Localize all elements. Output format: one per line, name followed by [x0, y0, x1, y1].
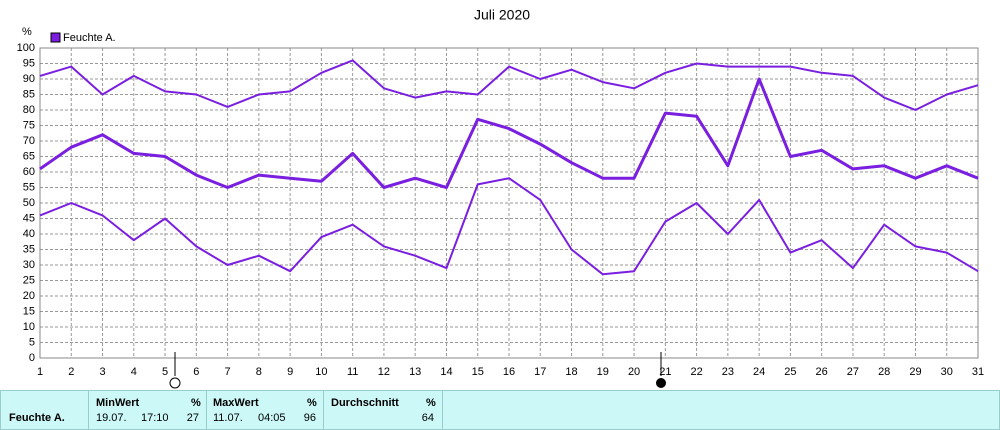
x-tick-label: 31: [972, 366, 984, 378]
marker-open: [169, 377, 181, 389]
col-unit: %: [426, 397, 436, 409]
x-tick-label: 13: [409, 366, 421, 378]
date: 19.07.: [96, 412, 127, 424]
separator: [323, 391, 324, 429]
row-label: Feuchte A.: [9, 412, 65, 424]
x-tick-label: 23: [722, 366, 734, 378]
x-tick-label: 19: [597, 366, 609, 378]
y-tick-label: 70: [23, 135, 35, 147]
chart-title: Juli 2020: [474, 7, 530, 23]
y-tick-label: 20: [23, 290, 35, 302]
x-tick-label: 22: [690, 366, 702, 378]
x-tick-label: 9: [287, 366, 293, 378]
x-tick-label: 5: [162, 366, 168, 378]
date: 11.07.: [213, 412, 243, 424]
x-tick-label: 26: [816, 366, 828, 378]
y-tick-label: 0: [29, 352, 35, 364]
chart: Juli 2020 % Feuchte A. 05101520253035404…: [17, 7, 984, 389]
y-tick-label: 75: [23, 119, 35, 131]
x-tick-label: 18: [565, 366, 577, 378]
y-tick-label: 40: [23, 228, 35, 240]
col-header: MinWert: [96, 397, 140, 409]
y-tick-label: 60: [23, 166, 35, 178]
x-tick-label: 16: [503, 366, 515, 378]
x-tick-label: 3: [99, 366, 105, 378]
legend-label: Feuchte A.: [63, 32, 116, 44]
x-tick-label: 1: [37, 366, 43, 378]
separator: [206, 391, 207, 429]
y-tick-label: 25: [23, 274, 35, 286]
y-tick-label: 85: [23, 88, 35, 100]
data-line: [39, 77, 979, 189]
y-tick-label: 95: [23, 57, 35, 69]
col-header: MaxWert: [213, 397, 259, 409]
data-line: [39, 177, 979, 276]
legend-swatch: [50, 32, 61, 43]
x-tick-label: 25: [784, 366, 796, 378]
x-tick-label: 8: [256, 366, 262, 378]
x-tick-label: 30: [941, 366, 953, 378]
y-tick-label: 35: [23, 243, 35, 255]
data-line: [39, 59, 979, 111]
col-unit: %: [191, 397, 201, 409]
y-tick-label: 45: [23, 212, 35, 224]
x-tick-label: 24: [753, 366, 765, 378]
y-tick-label: 5: [29, 336, 35, 348]
x-tick-label: 21: [659, 366, 671, 378]
x-tick-label: 10: [315, 366, 327, 378]
time: 17:10: [141, 412, 169, 424]
x-tick-label: 15: [472, 366, 484, 378]
x-tick-label: 20: [628, 366, 640, 378]
x-tick-label: 11: [347, 366, 358, 378]
y-tick-label: 90: [23, 73, 35, 85]
value: 64: [421, 412, 434, 424]
col-unit: %: [307, 397, 317, 409]
y-unit: %: [22, 26, 32, 38]
time: 04:05: [258, 412, 286, 424]
x-tick-label: 14: [440, 366, 452, 378]
x-tick-label: 4: [131, 366, 137, 378]
marker-filled: [656, 378, 666, 388]
y-tick-label: 10: [23, 321, 35, 333]
x-tick-label: 6: [193, 366, 199, 378]
summary-table: Feuchte A. MinWert % 19.07. 17:10 27 Max…: [0, 390, 1000, 430]
separator: [442, 391, 443, 429]
y-tick-label: 50: [23, 197, 35, 209]
x-tick-label: 27: [847, 366, 859, 378]
x-tick-label: 29: [909, 366, 921, 378]
x-tick-label: 12: [378, 366, 390, 378]
col-header: Durchschnitt: [331, 397, 399, 409]
y-tick-label: 55: [23, 181, 35, 193]
x-tick-label: 17: [534, 366, 546, 378]
y-tick-label: 65: [23, 150, 35, 162]
y-tick-label: 30: [23, 259, 35, 271]
x-tick-label: 28: [878, 366, 890, 378]
y-tick-label: 80: [23, 104, 35, 116]
x-tick-label: 7: [225, 366, 231, 378]
y-tick-label: 15: [23, 305, 35, 317]
plot-frame: [39, 47, 979, 359]
separator: [88, 391, 89, 429]
value: 27: [186, 412, 199, 424]
y-tick-label: 100: [17, 42, 35, 54]
value: 96: [303, 412, 316, 424]
x-tick-label: 2: [68, 366, 74, 378]
